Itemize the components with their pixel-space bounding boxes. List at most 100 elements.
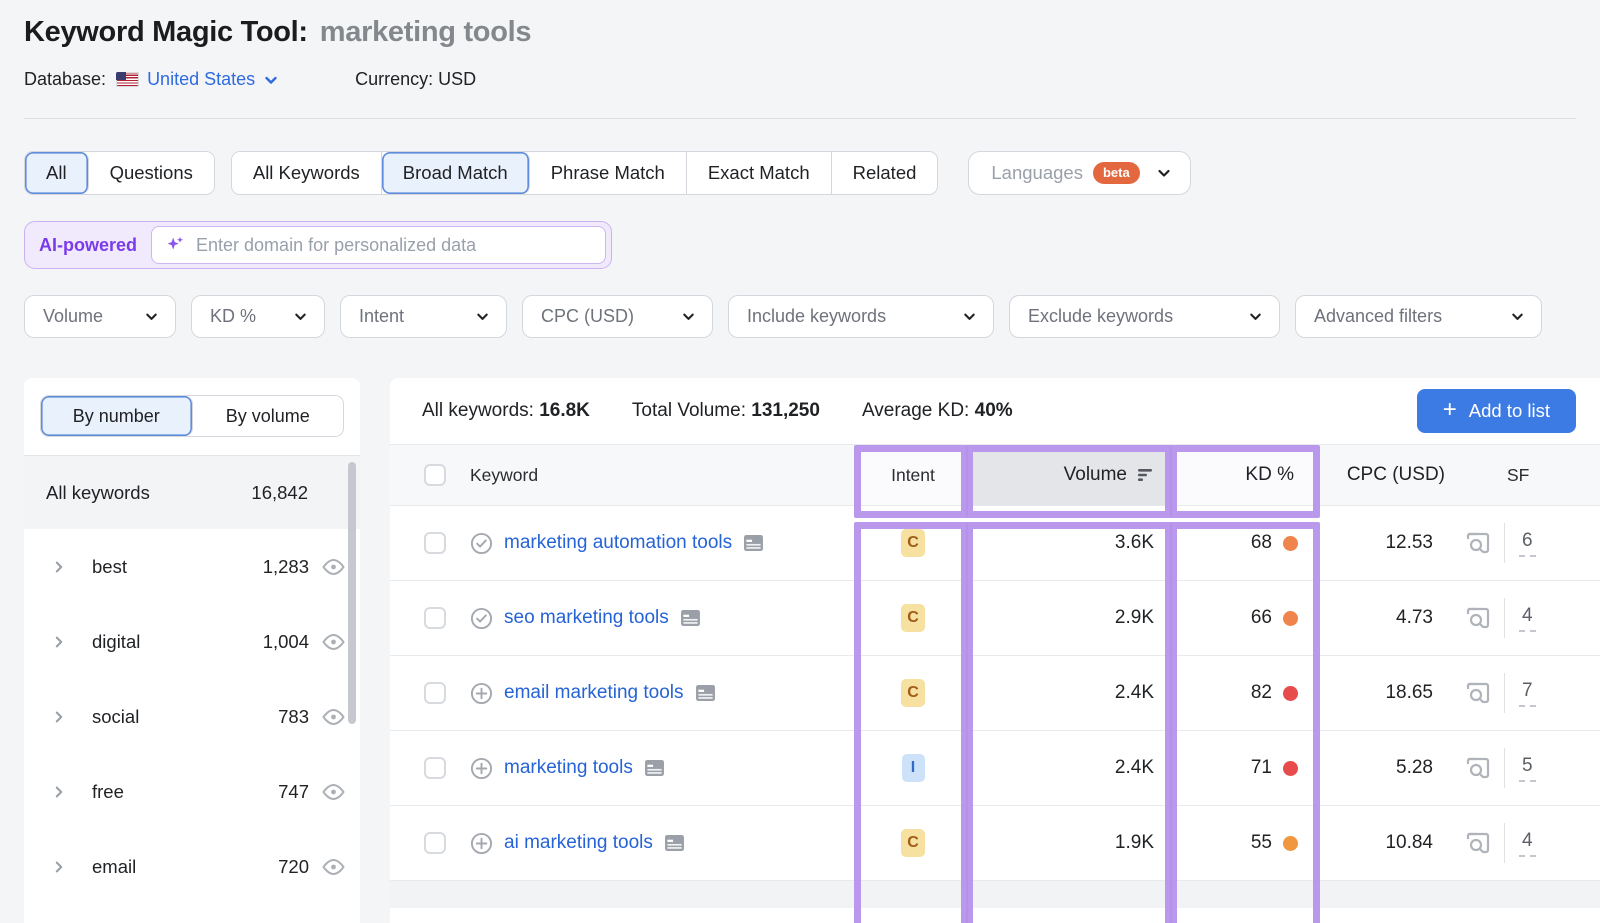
kd-value: 68 (1250, 532, 1272, 553)
serp-features-icon[interactable] (644, 759, 665, 777)
sf-value[interactable]: 7 (1519, 680, 1536, 707)
sidebar-item-email[interactable]: email 720 (24, 829, 360, 904)
filter-intent[interactable]: Intent (340, 295, 507, 338)
row-checkbox[interactable] (424, 832, 446, 854)
sidebar-item-social[interactable]: social 783 (24, 679, 360, 754)
eye-icon[interactable] (321, 783, 346, 801)
next-row-partial (390, 881, 1600, 908)
toggle-by-number[interactable]: By number (41, 396, 193, 436)
volume-cell: 2.4K (1114, 757, 1154, 778)
domain-input[interactable] (196, 234, 594, 256)
chevron-right-icon[interactable] (52, 860, 66, 874)
eye-icon[interactable] (321, 558, 346, 576)
serp-features-icon[interactable] (664, 834, 685, 852)
row-checkbox[interactable] (424, 532, 446, 554)
cpc-cell: 4.73 (1396, 607, 1433, 628)
eye-icon[interactable] (321, 633, 346, 651)
serp-preview-icon[interactable] (1465, 681, 1491, 705)
keyword-link[interactable]: seo marketing tools (504, 607, 669, 628)
summary-average-kd-label: Average KD: (861, 400, 970, 421)
sf-value[interactable]: 6 (1519, 530, 1536, 557)
keyword-link[interactable]: email marketing tools (504, 682, 684, 703)
kd-cell: 82 (1172, 682, 1320, 704)
languages-dropdown[interactable]: Languages beta (968, 151, 1191, 195)
serp-preview-icon[interactable] (1465, 606, 1491, 630)
sidebar-item-all-keywords[interactable]: All keywords 16,842 (24, 456, 360, 529)
table-row: seo marketing tools C 2.9K 66 4.73 4 (390, 581, 1600, 656)
tab-broad-match[interactable]: Broad Match (381, 152, 530, 194)
tab-questions[interactable]: Questions (88, 152, 214, 194)
tab-exact-match[interactable]: Exact Match (686, 152, 832, 194)
filter-volume[interactable]: Volume (24, 295, 176, 338)
serp-features-icon[interactable] (743, 534, 764, 552)
all-keywords-label: All keywords (46, 481, 150, 503)
serp-features-icon[interactable] (680, 609, 701, 627)
domain-input-box[interactable] (151, 226, 607, 264)
serp-preview-icon[interactable] (1465, 831, 1491, 855)
sf-value[interactable]: 4 (1519, 830, 1536, 857)
row-checkbox[interactable] (424, 682, 446, 704)
kd-value: 66 (1250, 607, 1272, 628)
column-header-sf[interactable]: SF (1465, 465, 1600, 486)
filter-include-keywords[interactable]: Include keywords (728, 295, 994, 338)
keyword-link[interactable]: marketing tools (504, 757, 633, 778)
eye-icon[interactable] (321, 858, 346, 876)
tab-phrase-match[interactable]: Phrase Match (529, 152, 687, 194)
keyword-link[interactable]: ai marketing tools (504, 832, 653, 853)
plus-circle-icon[interactable] (470, 682, 493, 705)
page-title-query: marketing tools (319, 16, 532, 48)
sidebar-sort-toggle: By number By volume (40, 395, 344, 437)
page-title: Keyword Magic Tool: marketing tools (24, 16, 1576, 49)
eye-icon[interactable] (321, 708, 346, 726)
filter-kd[interactable]: KD % (191, 295, 325, 338)
serp-features-icon[interactable] (695, 684, 716, 702)
kd-cell: 71 (1172, 757, 1320, 779)
plus-circle-icon[interactable] (470, 757, 493, 780)
tab-all[interactable]: All (25, 152, 89, 194)
chevron-down-icon (295, 313, 306, 320)
sf-divider (1504, 748, 1505, 788)
tab-related[interactable]: Related (831, 152, 938, 194)
intent-badge: I (901, 754, 925, 782)
chevron-down-icon[interactable] (263, 72, 279, 88)
sidebar-item-best[interactable]: best 1,283 (24, 529, 360, 604)
sidebar-item-free[interactable]: free 747 (24, 754, 360, 829)
chevron-right-icon[interactable] (52, 710, 66, 724)
filter-exclude-keywords[interactable]: Exclude keywords (1009, 295, 1280, 338)
sf-divider (1504, 673, 1505, 713)
check-circle-icon[interactable] (470, 532, 493, 555)
chevron-right-icon[interactable] (52, 635, 66, 649)
database-select[interactable]: United States (147, 69, 256, 89)
toggle-by-volume[interactable]: By volume (192, 396, 343, 436)
sf-value[interactable]: 5 (1519, 755, 1536, 782)
filter-cpc[interactable]: CPC (USD) (522, 295, 713, 338)
select-all-checkbox[interactable] (424, 464, 446, 486)
column-header-volume[interactable]: Volume (968, 445, 1172, 505)
filter-advanced[interactable]: Advanced filters (1295, 295, 1542, 338)
row-checkbox[interactable] (424, 757, 446, 779)
chevron-right-icon[interactable] (52, 785, 66, 799)
tab-all-keywords[interactable]: All Keywords (231, 152, 382, 194)
serp-preview-icon[interactable] (1465, 756, 1491, 780)
column-header-intent[interactable]: Intent (858, 445, 968, 505)
plus-circle-icon[interactable] (470, 832, 493, 855)
serp-preview-icon[interactable] (1465, 531, 1491, 555)
add-to-list-button[interactable]: + Add to list (1416, 389, 1576, 433)
row-checkbox[interactable] (424, 607, 446, 629)
column-header-keyword[interactable]: Keyword (456, 465, 858, 486)
check-circle-icon[interactable] (470, 607, 493, 630)
currency-text: Currency: USD (355, 69, 476, 90)
volume-cell: 2.9K (1114, 607, 1154, 628)
column-header-kd[interactable]: KD % (1172, 445, 1320, 505)
sf-value[interactable]: 4 (1519, 605, 1536, 632)
chevron-right-icon[interactable] (52, 560, 66, 574)
chevron-down-icon (1250, 313, 1261, 320)
page-title-main: Keyword Magic Tool: (24, 16, 308, 48)
table-row: marketing automation tools C 3.6K 68 12.… (390, 506, 1600, 581)
keyword-link[interactable]: marketing automation tools (504, 532, 733, 553)
intent-badge: C (901, 829, 925, 857)
column-header-cpc[interactable]: CPC (USD) (1320, 464, 1465, 486)
sidebar-scrollbar[interactable] (348, 462, 356, 724)
kd-dot (1283, 535, 1298, 551)
sidebar-item-digital[interactable]: digital 1,004 (24, 604, 360, 679)
